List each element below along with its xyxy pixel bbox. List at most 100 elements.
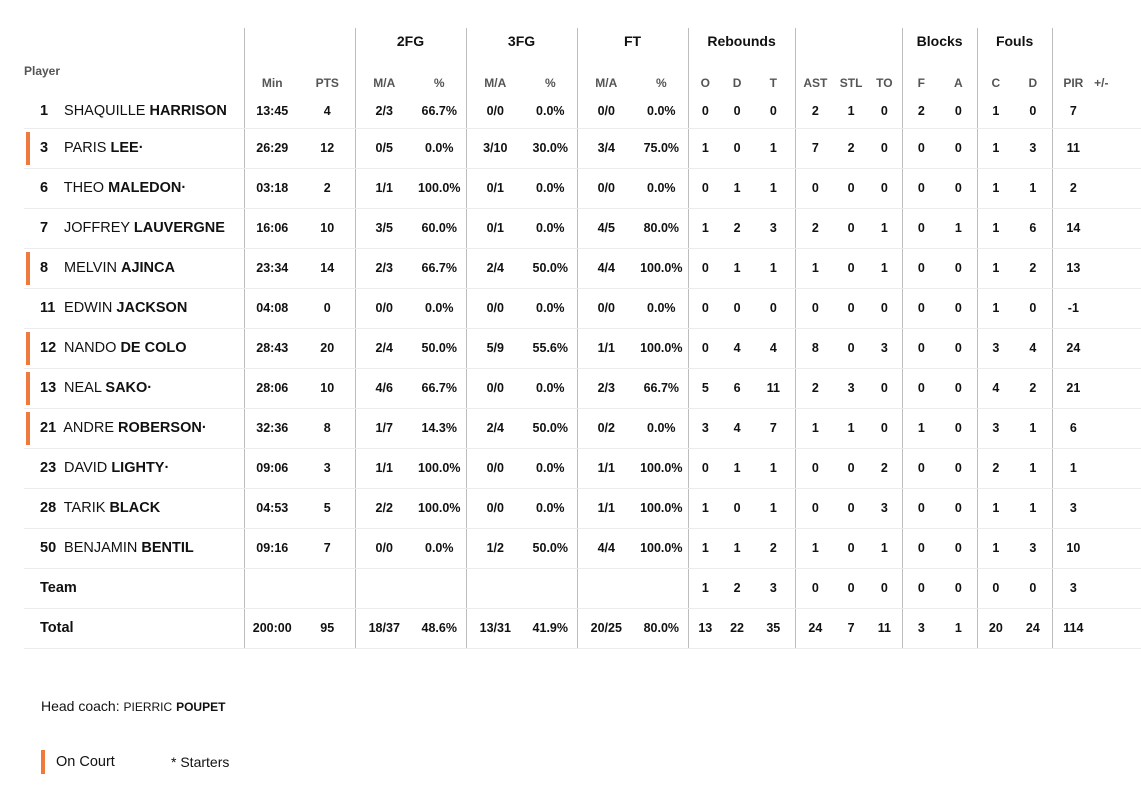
stat-fg2-ma: 2/3 [355,94,413,129]
stat-reb-t: 2 [752,528,796,569]
total-stat-stl: 7 [835,608,868,649]
stat-blk-a: 0 [940,328,978,369]
stat-blk-f: 0 [902,368,941,409]
stat-to: 0 [867,408,903,449]
player-last-name[interactable]: AJINCA [120,260,175,276]
player-first-name[interactable]: DAVID [64,460,108,476]
stat-blk-a: 0 [940,528,978,569]
player-last-name[interactable]: LAUVERGNE [133,220,225,236]
player-row: 12 NANDO DE COLO 28:43 20 2/4 50.0% 5/9 55.6% 1… [24,328,1141,369]
legend: On Court * Starters [41,750,441,774]
stat-pir: 2 [1052,168,1095,209]
stat-min: 09:16 [244,528,300,569]
ast-stl-to-group-header [795,28,903,54]
team-stat-ast: 0 [795,568,836,609]
stat-pir: 13 [1052,248,1095,289]
stat-to: 0 [867,128,903,169]
fg3-group-header: 3FG [466,28,578,54]
stat-ft-ma: 0/0 [577,288,636,329]
stat-foul-c: 1 [977,128,1015,169]
stat-foul-c: 1 [977,94,1015,129]
stat-ft-pct: 80.0% [635,208,689,249]
stat-reb-t: 7 [752,408,796,449]
player-row: 1 SHAQUILLE HARRISON 13:45 4 2/3 66.7% 0/0 0.0… [24,94,1141,129]
rebounds-group-header: Rebounds [688,28,796,54]
player-first-name[interactable]: PARIS [64,140,107,156]
player-first-name[interactable]: MELVIN [64,260,117,276]
stat-pts: 4 [300,94,356,129]
stat-stl: 0 [835,168,868,209]
player-first-name[interactable]: NEAL [64,380,102,396]
stat-fg2-ma: 0/5 [355,128,413,169]
player-last-name[interactable]: MALEDON· [108,180,187,196]
team-row: Team 1 2 3 0 0 0 0 0 0 0 3 [24,568,1141,609]
player-last-name[interactable]: BLACK [109,500,161,516]
stat-blk-a: 0 [940,368,978,409]
stat-fg3-pct: 0.0% [524,448,578,489]
player-first-name[interactable]: ANDRE [63,420,114,436]
stat-to: 1 [867,208,903,249]
boxscore-table: 2FG 3FG FT Rebounds Blocks Fouls Player … [24,28,1141,649]
stat-pm [1094,208,1141,249]
stat-fg3-pct: 0.0% [524,208,578,249]
player-last-name[interactable]: DE COLO [120,340,187,356]
team-stat-min [244,568,300,609]
stat-fg3-pct: 0.0% [524,94,578,129]
stat-pts: 14 [300,248,356,289]
stat-ast: 2 [795,208,836,249]
stat-pm [1094,248,1141,289]
stat-ft-ma: 0/0 [577,94,636,129]
player-first-name[interactable]: JOFFREY [64,220,130,236]
player-row: 23 DAVID LIGHTY· 09:06 3 1/1 100.0% 0/0 0.0% 1/… [24,448,1141,489]
stat-blk-a: 0 [940,288,978,329]
player-last-name[interactable]: LIGHTY· [111,460,170,476]
player-row: 28 TARIK BLACK 04:53 5 2/2 100.0% 0/0 0.0% 1/1 1… [24,488,1141,529]
player-first-name[interactable]: SHAQUILLE [64,102,146,119]
stat-pts: 3 [300,448,356,489]
player-first-name[interactable]: NANDO [64,340,117,356]
player-first-name[interactable]: THEO [63,180,105,196]
stat-ft-pct: 0.0% [635,288,689,329]
stat-fg3-ma: 0/0 [466,368,525,409]
stat-blk-f: 0 [902,168,941,209]
stat-reb-d: 0 [722,94,753,129]
stat-min: 16:06 [244,208,300,249]
stat-pir: 10 [1052,528,1095,569]
stat-foul-d: 6 [1014,208,1053,249]
stat-stl: 0 [835,528,868,569]
stat-fg3-ma: 5/9 [466,328,525,369]
player-first-name[interactable]: BENJAMIN [64,540,138,556]
player-row: 13 NEAL SAKO· 28:06 10 4/6 66.7% 0/0 0.0% 2/3 66… [24,368,1141,409]
stat-pir: 24 [1052,328,1095,369]
stat-stl: 3 [835,368,868,409]
stat-pm [1094,488,1141,529]
ast-column-header: AST [803,76,828,90]
player-last-name[interactable]: SAKO· [105,380,153,396]
foul-d-column-header: D [1014,54,1053,94]
stat-foul-d: 1 [1014,448,1053,489]
player-cell: 1 SHAQUILLE HARRISON [24,94,245,129]
player-last-name[interactable]: BENTIL [141,540,194,556]
player-first-name[interactable]: TARIK [63,500,106,516]
total-stat-foul-d: 24 [1014,608,1053,649]
player-last-name[interactable]: ROBERSON· [118,420,207,436]
player-first-name[interactable]: EDWIN [64,300,113,316]
player-last-name[interactable]: LEE· [110,140,144,156]
stat-fg3-pct: 50.0% [524,408,578,449]
stat-fg2-pct: 0.0% [413,528,467,569]
stat-fg2-pct: 0.0% [413,288,467,329]
stat-ft-pct: 0.0% [635,168,689,209]
stat-foul-c: 4 [977,368,1015,409]
stat-reb-d: 2 [722,208,753,249]
player-last-name[interactable]: HARRISON [149,102,227,119]
blk-f-column-header: F [917,76,926,90]
stat-fg2-pct: 66.7% [413,248,467,289]
player-number: 28 [40,500,57,516]
player-last-name[interactable]: JACKSON [116,300,188,316]
stat-reb-d: 1 [722,528,753,569]
team-stat-fg2-ma [355,568,413,609]
player-cell: 21 ANDRE ROBERSON· [24,408,245,449]
stat-pts: 10 [300,368,356,409]
player-cell: 7 JOFFREY LAUVERGNE [24,208,245,249]
stat-reb-d: 1 [722,248,753,289]
